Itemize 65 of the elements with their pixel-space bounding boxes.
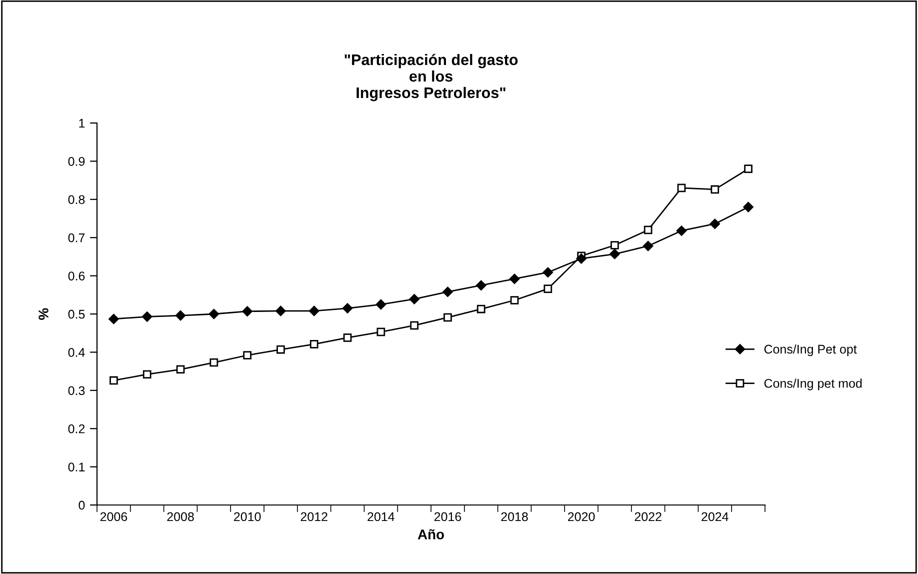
x-tick-label: 2012 [300, 512, 328, 522]
chart-title: "Participación del gasto en los Ingresos Petroleros" [344, 54, 518, 102]
point [176, 365, 185, 374]
point [342, 303, 353, 314]
x-axis-title: Año [418, 529, 444, 540]
point [410, 321, 418, 330]
point [442, 286, 453, 297]
x-tick-label: 2024 [702, 512, 728, 522]
y-tick-label: 0.9 [68, 157, 85, 166]
x-tick-label: 2018 [501, 512, 528, 522]
y-tick-label: 0.8 [68, 195, 85, 204]
point [242, 306, 252, 316]
point [644, 226, 652, 234]
point [676, 226, 687, 236]
y-tick-label: 0.7 [68, 233, 85, 242]
point [476, 280, 486, 290]
y-tick-label: 0 [78, 500, 85, 510]
point [544, 284, 552, 293]
x-tick-label: 2008 [167, 512, 194, 522]
point [510, 296, 519, 304]
y-tick-label: 0.4 [68, 348, 85, 357]
point [243, 351, 252, 360]
legend-label: Cons/Ing pet mod [764, 378, 862, 390]
x-tick-label: 2006 [100, 512, 128, 522]
point [142, 370, 152, 379]
point [744, 164, 752, 174]
point [276, 306, 286, 316]
point [210, 358, 218, 367]
y-axis-title: % [38, 308, 48, 320]
point [677, 184, 686, 192]
point [610, 241, 619, 250]
point [610, 248, 620, 260]
point [110, 376, 118, 385]
point [142, 312, 152, 322]
point [576, 253, 586, 264]
point [710, 185, 720, 194]
point [276, 345, 285, 354]
x-tick-label: 2010 [234, 512, 261, 522]
y-tick-label: 0.1 [68, 462, 85, 472]
y-tick-label: 1 [79, 118, 85, 128]
point [542, 267, 554, 278]
point [108, 314, 119, 324]
point [509, 274, 520, 284]
point [376, 328, 386, 336]
x-tick-label: 2016 [434, 512, 462, 522]
point [175, 310, 186, 321]
y-tick-label: 0.5 [68, 310, 85, 319]
point [376, 299, 386, 310]
point [208, 308, 220, 320]
point [308, 306, 320, 316]
point [343, 334, 352, 342]
x-tick-label: 2022 [634, 512, 662, 522]
x-tick-label: 2020 [568, 512, 595, 522]
y-tick-label: 0.6 [68, 272, 85, 280]
x-tick-label: 2014 [368, 512, 394, 522]
point [642, 240, 654, 252]
point [409, 294, 420, 304]
y-tick-label: 0.2 [68, 424, 85, 434]
point [710, 218, 720, 229]
point [444, 313, 452, 322]
point [476, 304, 486, 314]
point [310, 340, 318, 348]
y-tick-label: 0.3 [68, 386, 85, 396]
point [743, 202, 754, 212]
legend-label: Cons/Ing Pet opt [764, 344, 857, 356]
